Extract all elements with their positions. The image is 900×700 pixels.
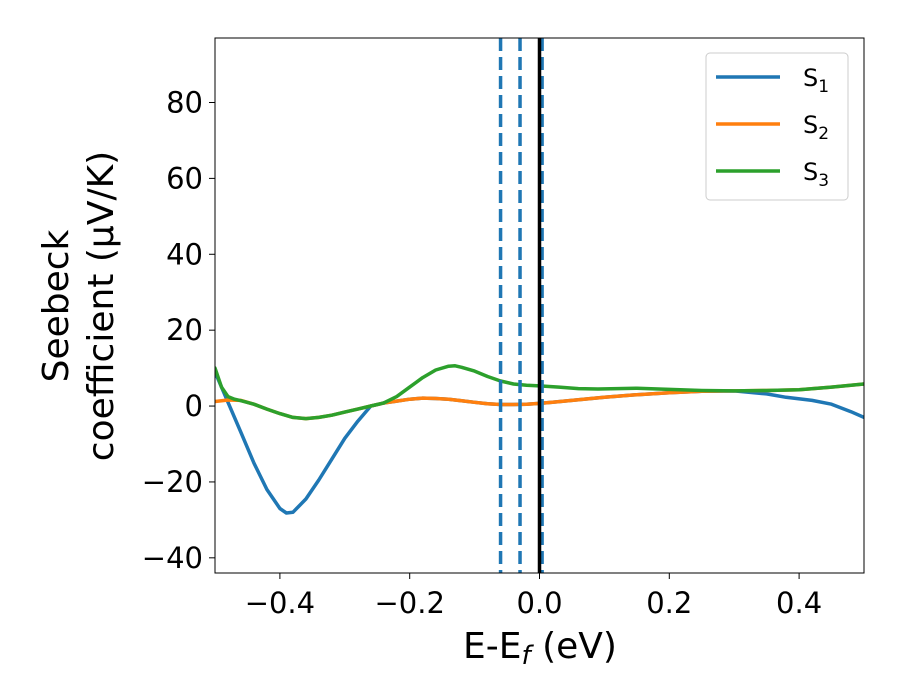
y-tick-label: 0: [185, 389, 203, 423]
x-tick-label: 0.2: [646, 586, 692, 620]
x-axis-ticks: −0.4 −0.2 0.0 0.2 0.4: [245, 573, 822, 620]
y-tick-label: 80: [166, 86, 203, 120]
series-layer: [215, 364, 864, 515]
y-axis-ticks: −40 −20 0 20 40 60 80: [142, 86, 215, 575]
reference-lines: [498, 38, 544, 573]
legend-label-s3: S3: [803, 158, 829, 191]
x-tick-label: 0.4: [776, 586, 822, 620]
y-axis-label-line2: coefficient (μV/K): [81, 151, 122, 461]
y-tick-label: −20: [142, 465, 203, 499]
legend-box: [705, 52, 849, 201]
x-tick-label: −0.2: [374, 586, 444, 620]
y-tick-label: 20: [166, 313, 203, 347]
legend: S1 S2 S3: [705, 52, 849, 201]
y-tick-label: −40: [142, 541, 203, 575]
y-axis-label-line1: Seebeck: [36, 229, 77, 382]
x-axis-label: E-Ef (eV): [463, 626, 617, 671]
legend-label-s1: S1: [803, 64, 829, 97]
y-tick-label: 40: [166, 237, 203, 271]
x-tick-label: −0.4: [245, 586, 315, 620]
y-axis-label: Seebeck coefficient (μV/K): [36, 151, 122, 461]
legend-label-s2: S2: [803, 111, 829, 144]
series-line-s3: [215, 364, 864, 421]
x-tick-label: 0.0: [516, 586, 562, 620]
y-tick-label: 60: [166, 161, 203, 195]
